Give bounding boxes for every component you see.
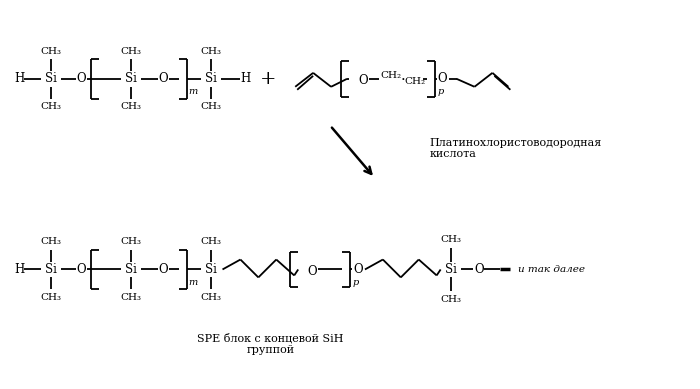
Text: CH₃: CH₃ [41, 102, 62, 111]
Text: CH₃: CH₃ [41, 293, 62, 302]
Text: CH₃: CH₃ [120, 47, 141, 56]
Text: O: O [475, 263, 484, 276]
Text: m: m [188, 278, 197, 287]
Text: CH₃: CH₃ [440, 235, 461, 244]
Text: Si: Si [125, 72, 136, 85]
Text: O: O [76, 72, 86, 85]
Text: CH₃: CH₃ [41, 47, 62, 56]
Text: Si: Si [46, 263, 57, 276]
Text: CH₃: CH₃ [41, 237, 62, 246]
Text: O: O [158, 72, 167, 85]
Text: H: H [240, 72, 251, 85]
Text: CH₃: CH₃ [200, 102, 221, 111]
Text: Si: Si [46, 72, 57, 85]
Text: CH₃: CH₃ [440, 295, 461, 304]
Text: SPE блок с концевой SiH
группой: SPE блок с концевой SiH группой [197, 333, 344, 355]
Text: CH₃: CH₃ [120, 293, 141, 302]
Text: p: p [438, 87, 444, 96]
Text: и так далее: и так далее [518, 265, 585, 274]
Text: CH₃: CH₃ [200, 237, 221, 246]
Text: Платинохлористоводородная
кислота: Платинохлористоводородная кислота [430, 138, 602, 159]
Text: Si: Si [204, 263, 216, 276]
Text: p: p [353, 278, 359, 287]
Text: CH₃: CH₃ [200, 47, 221, 56]
Text: H: H [14, 263, 24, 276]
Text: O: O [438, 72, 447, 85]
Text: Si: Si [204, 72, 216, 85]
Text: +: + [260, 70, 276, 88]
Text: CH₃: CH₃ [120, 237, 141, 246]
Text: O: O [158, 263, 167, 276]
Text: O: O [354, 263, 363, 276]
Text: CH₂: CH₂ [380, 71, 401, 81]
Text: O: O [76, 263, 86, 276]
Text: ·: · [400, 73, 405, 87]
Text: CH₃: CH₃ [120, 102, 141, 111]
Text: Si: Si [444, 263, 456, 276]
Text: CH₃: CH₃ [200, 293, 221, 302]
Text: Si: Si [125, 263, 136, 276]
Text: H: H [14, 72, 24, 85]
Text: O: O [307, 265, 317, 278]
Text: O: O [358, 74, 368, 87]
Text: m: m [188, 87, 197, 96]
Text: CH₂: CH₂ [404, 77, 426, 86]
